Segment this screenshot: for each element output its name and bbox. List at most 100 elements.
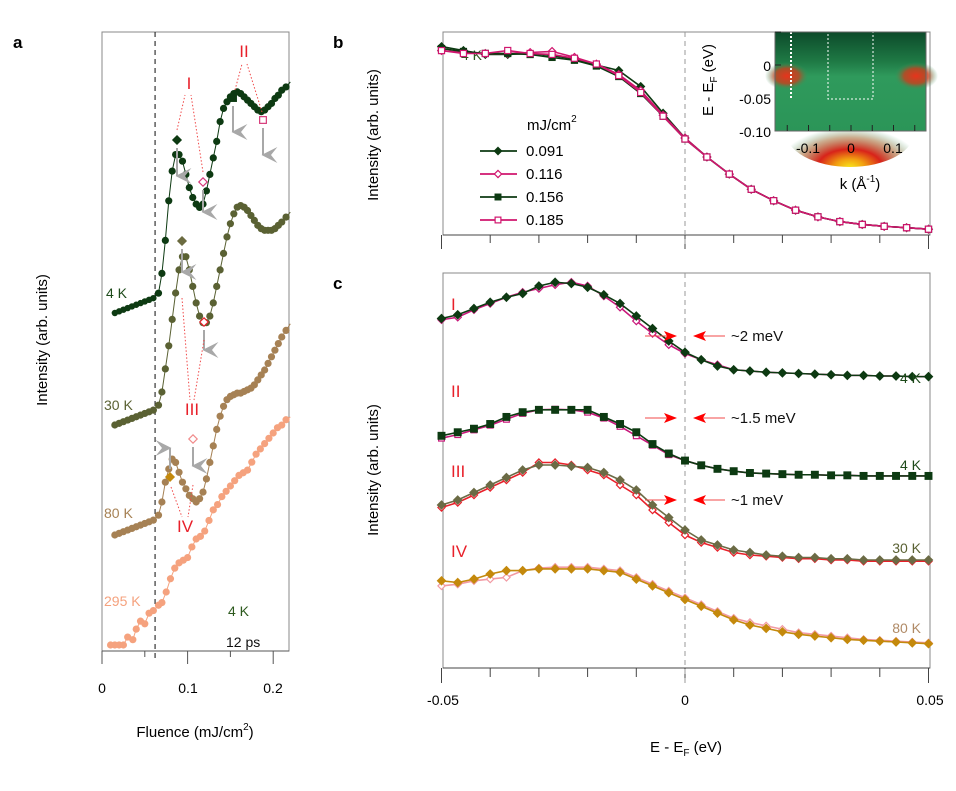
data-point	[826, 632, 836, 643]
data-point	[452, 309, 463, 320]
data-point	[616, 420, 625, 428]
data-point	[213, 500, 222, 509]
data-point	[213, 425, 221, 433]
data-point	[810, 631, 820, 641]
data-point	[265, 434, 273, 442]
data-point	[713, 464, 722, 473]
data-point	[252, 450, 260, 458]
legend-label: 0.116	[526, 166, 562, 183]
data-point	[168, 315, 176, 323]
data-point	[566, 564, 577, 574]
data-point	[202, 475, 211, 483]
data-point	[680, 347, 690, 358]
data-point	[908, 471, 917, 480]
data-point	[158, 498, 166, 506]
data-point	[282, 416, 290, 424]
data-point	[534, 405, 543, 414]
data-point	[182, 485, 190, 493]
marker-filled-diamond	[171, 134, 183, 146]
data-point	[209, 442, 217, 450]
data-point	[534, 460, 544, 470]
data-point	[248, 458, 256, 466]
data-point	[470, 424, 478, 433]
data-point	[696, 535, 707, 545]
data-point	[271, 346, 279, 354]
data-point	[696, 354, 707, 365]
data-point	[745, 469, 754, 477]
data-point	[452, 495, 463, 505]
data-point	[842, 370, 853, 381]
panel-c-label: c	[333, 274, 342, 293]
data-point	[826, 553, 836, 564]
shift-label: ~2 meV	[731, 328, 783, 345]
panel-c: c Intensity (arb. units) I 4 K ~2 meV II 4 K…	[333, 272, 944, 759]
data-point	[745, 620, 755, 630]
inset-ytick: -0.05	[739, 91, 771, 107]
panel-b-series	[436, 41, 934, 234]
data-point	[810, 369, 820, 379]
data-point	[550, 460, 560, 470]
group-temp-label: 30 K	[892, 540, 921, 556]
data-point	[481, 49, 489, 58]
series-line-IV-b	[441, 566, 929, 644]
data-point	[149, 406, 157, 414]
data-point	[213, 282, 221, 290]
data-point	[282, 213, 290, 221]
panel-a-label: a	[13, 33, 23, 52]
data-point	[615, 567, 625, 578]
data-point	[518, 408, 527, 417]
inset-ytick: 0	[763, 58, 771, 74]
data-point	[778, 470, 787, 479]
data-point	[592, 60, 601, 68]
data-point	[761, 550, 772, 560]
data-point	[637, 88, 645, 97]
data-point	[664, 449, 673, 458]
data-point	[175, 468, 183, 476]
arrow-right-icon	[664, 495, 677, 505]
data-point	[907, 638, 918, 648]
data-point	[171, 564, 179, 572]
label-295k: 295 K	[104, 593, 141, 609]
data-point	[182, 253, 190, 261]
data-point	[680, 594, 690, 605]
dotted-connector	[246, 63, 263, 113]
annotation-temp: 4 K	[228, 603, 250, 619]
panel-a-ticks	[101, 651, 274, 664]
data-point	[858, 555, 869, 565]
data-point	[182, 170, 190, 178]
data-point	[582, 462, 593, 473]
data-point	[793, 552, 804, 563]
data-point	[278, 421, 286, 429]
group-temp-label: 80 K	[892, 620, 921, 636]
data-point	[459, 49, 468, 58]
data-point	[261, 440, 269, 448]
data-point	[178, 157, 187, 165]
data-point	[161, 478, 169, 486]
data-point	[158, 269, 166, 277]
data-point	[485, 574, 495, 584]
data-point	[206, 312, 214, 320]
data-point	[923, 371, 934, 382]
data-point	[570, 54, 579, 62]
data-point	[195, 312, 204, 320]
inset-ytick: -0.10	[739, 124, 771, 140]
data-point	[243, 466, 252, 474]
data-point	[504, 46, 512, 55]
legend: mJ/cm2 0.091 0.116 0.156 0.185	[480, 114, 577, 229]
data-point	[647, 500, 658, 510]
data-point	[859, 471, 868, 480]
data-point	[269, 429, 277, 437]
data-point	[810, 552, 820, 563]
arrow-left-icon	[693, 331, 706, 341]
data-point	[178, 478, 187, 486]
marker-open-square	[259, 116, 267, 124]
data-point	[166, 575, 175, 583]
marker-filled-square	[229, 94, 237, 102]
data-point	[469, 303, 479, 314]
data-point	[168, 167, 176, 175]
data-point	[858, 220, 866, 229]
data-point	[777, 551, 788, 562]
data-point	[185, 184, 193, 192]
data-point	[267, 353, 276, 361]
xtick-label: 0.2	[263, 680, 283, 696]
